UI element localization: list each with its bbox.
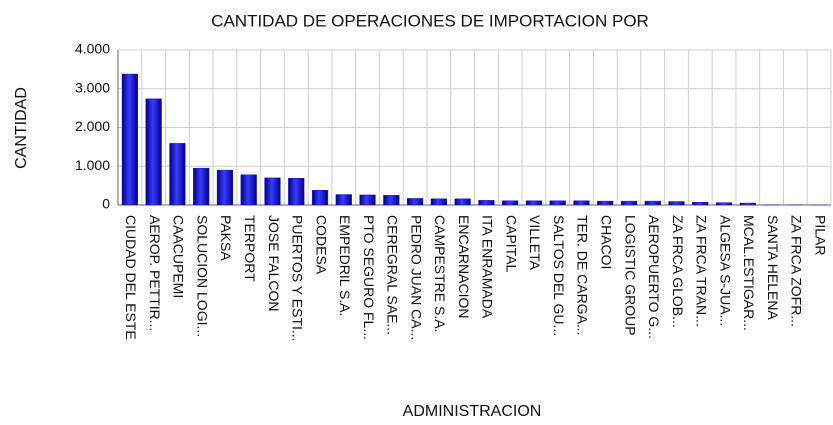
bar <box>193 167 210 206</box>
x-tick-label: CEREGRAL SAE... <box>385 215 401 335</box>
y-tick-label: 1.000 <box>75 157 110 173</box>
x-tick-label: TERPORT <box>242 215 258 282</box>
bar <box>121 73 138 206</box>
bar <box>644 200 661 206</box>
x-tick-label: SOLUCION LOGI... <box>194 215 210 337</box>
y-axis-label: CANTIDAD <box>13 87 30 169</box>
bar <box>311 190 329 206</box>
bar <box>692 202 709 206</box>
x-tick-label: ZA FRCA TRAN... <box>694 215 710 327</box>
x-tick-label: ALGESA S-JUA... <box>717 215 733 326</box>
x-tick-label: CODESA <box>313 215 329 275</box>
x-tick-label: SANTA HELENA <box>765 215 781 320</box>
x-tick-label: CAACUPEMI <box>171 215 187 298</box>
x-tick-label: LOGISTIC GROUP <box>622 215 638 336</box>
x-tick-label: SALTOS DEL GU... <box>551 215 567 336</box>
bar <box>525 200 543 206</box>
bar <box>549 200 566 206</box>
x-tick-label: EMPEDRIL S.A. <box>337 215 353 316</box>
bar <box>478 200 495 206</box>
bar <box>620 200 638 206</box>
x-tick-label: PTO SEGURO FL... <box>361 215 377 340</box>
bar <box>359 194 376 206</box>
x-tick-label: ZA FRCA ZOFR... <box>789 215 805 327</box>
x-tick-label: PUERTOS Y ESTI... <box>290 215 306 342</box>
x-tick-label: AEROP. PETTIR... <box>147 215 163 331</box>
bar <box>240 174 257 206</box>
bar <box>597 200 614 206</box>
x-tick-label: CAPITAL <box>503 215 519 273</box>
bar <box>573 200 590 206</box>
x-tick-label: CAMPESTRE S.A. <box>432 215 448 332</box>
bar <box>335 194 352 206</box>
x-tick-label: ITA ENRAMADA <box>480 215 496 319</box>
bar <box>430 198 447 206</box>
y-tick-label: 3.000 <box>75 79 110 95</box>
x-tick-label: MCAL.ESTIGAR... <box>741 215 757 331</box>
x-tick-label: PILAR <box>812 215 828 255</box>
chart-title: CANTIDAD DE OPERACIONES DE IMPORTACION P… <box>211 11 649 30</box>
x-tick-label: ENCARNACION <box>456 215 472 318</box>
x-tick-label: AEROPUERTO G... <box>646 215 662 339</box>
x-axis-label: ADMINISTRACION <box>403 403 542 420</box>
bar <box>668 201 685 206</box>
bar <box>264 177 281 206</box>
bar <box>216 169 234 206</box>
x-tick-label: TER. DE CARGA... <box>575 215 591 336</box>
x-tick-label: PEDRO JUAN CA... <box>408 215 424 340</box>
bar <box>383 195 400 206</box>
bar <box>715 202 733 206</box>
x-tick-label: CIUDAD DEL ESTE <box>123 215 139 340</box>
y-tick-label: 4.000 <box>75 41 110 57</box>
y-tick-label: 0 <box>102 196 110 212</box>
bar <box>454 198 471 206</box>
y-tick-label: 2.000 <box>75 118 110 134</box>
bar <box>288 178 305 206</box>
bar <box>739 202 756 206</box>
x-tick-label: PAKSA <box>218 215 234 261</box>
bar <box>169 143 186 206</box>
x-tick-label: ZA FRCA GLOB... <box>670 215 686 328</box>
x-tick-label: JOSE FALCON <box>266 215 282 311</box>
bar <box>502 200 519 206</box>
bar <box>406 198 424 206</box>
x-tick-label: VILLETA <box>527 215 543 271</box>
x-tick-label: CHACOI <box>599 215 615 269</box>
bar <box>145 98 162 206</box>
